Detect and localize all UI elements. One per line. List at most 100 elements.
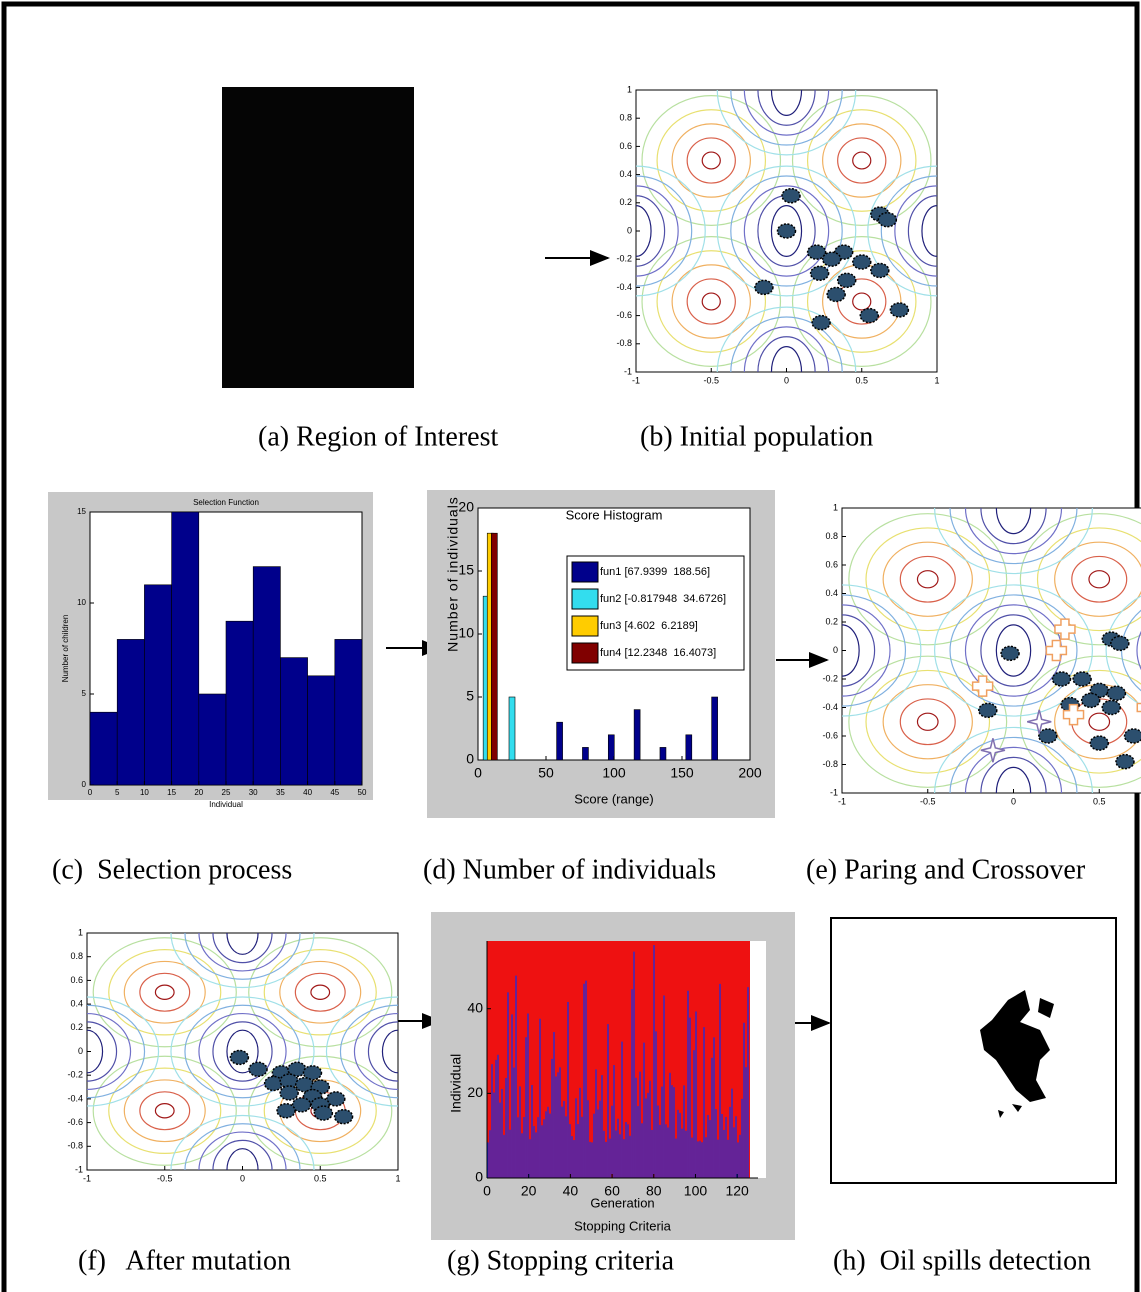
y-tick-label: 0.2 (619, 197, 632, 207)
individual (277, 1104, 295, 1118)
y-tick-label: -0.6 (822, 730, 838, 740)
legend-label: fun4 [12.2348 16.4073] (600, 647, 716, 659)
bar (117, 639, 144, 785)
bar (308, 676, 335, 785)
individual (335, 1110, 353, 1124)
x-tick-label: 40 (303, 788, 312, 797)
x-tick-label: 15 (167, 788, 176, 797)
individual (979, 703, 997, 717)
x-tick-label: 200 (738, 765, 762, 781)
y-tick-label: 0 (475, 1169, 483, 1185)
y-tick-label: -0.8 (822, 759, 838, 769)
legend-swatch (572, 562, 598, 582)
legend-label: fun3 [4.602 6.2189] (600, 620, 698, 632)
x-axis-label: Individual (209, 800, 243, 809)
y-tick-label: 15 (77, 507, 86, 516)
x-tick-label: 35 (276, 788, 285, 797)
caption: (e) Paring and Crossover (806, 854, 1086, 885)
x-tick-label: -0.5 (920, 796, 936, 806)
x-tick-label: -1 (838, 796, 846, 806)
individual (853, 255, 871, 269)
y-tick-label: -0.2 (616, 254, 632, 264)
y-tick-label: 1 (833, 502, 838, 512)
legend-swatch (572, 643, 598, 663)
y-tick-label: -0.2 (67, 1070, 83, 1080)
bar (199, 694, 226, 785)
individual (782, 189, 800, 203)
detection-image (831, 918, 1116, 1183)
individual (860, 309, 878, 323)
y-axis-label: Number of individuals (445, 496, 461, 652)
bar (335, 639, 362, 785)
individual (1090, 736, 1108, 750)
x-tick-label: 0 (240, 1173, 245, 1183)
x-tick-label: 150 (670, 765, 694, 781)
bar (491, 533, 497, 760)
x-tick-label: 25 (222, 788, 231, 797)
x-tick-label: 0 (483, 1183, 491, 1199)
bar (226, 621, 253, 785)
individual (827, 287, 845, 301)
individual (823, 252, 841, 266)
y-tick-label: -0.6 (67, 1117, 83, 1127)
y-tick-label: 0.2 (70, 1022, 83, 1032)
bar (144, 585, 171, 785)
legend-label: fun2 [-0.817948 34.6726] (600, 593, 726, 605)
y-tick-label: 0 (466, 751, 474, 767)
x-axis-label: Score (range) (574, 791, 653, 806)
legend-swatch (572, 589, 598, 609)
y-tick-label: 0.8 (70, 951, 83, 961)
y-tick-label: 0.4 (825, 588, 838, 598)
page: {"panels": [ {"caption": "(a) Region of … (0, 0, 1141, 1292)
caption: (h) Oil spills detection (833, 1245, 1091, 1276)
caption: (f) After mutation (78, 1245, 291, 1276)
x-tick-label: 0 (784, 375, 789, 385)
individual (1102, 701, 1120, 715)
roi-image (222, 87, 476, 388)
y-tick-label: -0.6 (616, 310, 632, 320)
chart-title: Selection Function (193, 498, 259, 507)
texture (487, 941, 750, 1178)
x-tick-label: 100 (684, 1183, 708, 1199)
y-tick-label: -0.4 (67, 1093, 83, 1103)
y-tick-label: 0.6 (70, 975, 83, 985)
x-tick-label: 20 (194, 788, 203, 797)
individual (1107, 686, 1125, 700)
y-tick-label: 10 (77, 598, 86, 607)
individual (1111, 636, 1129, 650)
y-tick-label: -0.8 (67, 1141, 83, 1151)
y-tick-label: 0 (78, 1046, 83, 1056)
individual (314, 1106, 332, 1120)
individual (838, 273, 856, 287)
x-tick-label: -0.5 (703, 375, 719, 385)
bar (90, 712, 117, 785)
y-tick-label: 15 (458, 562, 474, 578)
individual (778, 224, 796, 238)
individual (1053, 672, 1071, 686)
chart-title: Score Histogram (566, 507, 663, 522)
y-tick-label: -0.4 (616, 282, 632, 292)
individual (812, 316, 830, 330)
y-tick-label: 0.4 (619, 169, 632, 179)
y-tick-label: 0.6 (619, 141, 632, 151)
bar (509, 697, 515, 760)
bar (608, 735, 614, 760)
y-tick-label: 20 (458, 499, 474, 515)
y-axis-label: Individual (448, 1054, 464, 1113)
y-axis-label: Number of children (61, 615, 70, 683)
y-tick-label: 0.8 (825, 531, 838, 541)
individual (871, 263, 889, 277)
x-tick-label: -1 (83, 1173, 91, 1183)
figure: (a) Region of Interest (b) Initial popul… (0, 0, 1141, 1292)
x-tick-label: 20 (521, 1183, 537, 1199)
individual (230, 1050, 248, 1064)
x-tick-label: 0.5 (1093, 796, 1106, 806)
x-tick-label: 0.5 (855, 375, 868, 385)
individual (1116, 755, 1134, 769)
bar (686, 735, 692, 760)
bar (712, 697, 718, 760)
caption: (g) Stopping criteria (447, 1245, 675, 1276)
y-tick-label: 0 (82, 780, 87, 789)
x-tick-label: 50 (538, 765, 554, 781)
bar (172, 512, 199, 785)
